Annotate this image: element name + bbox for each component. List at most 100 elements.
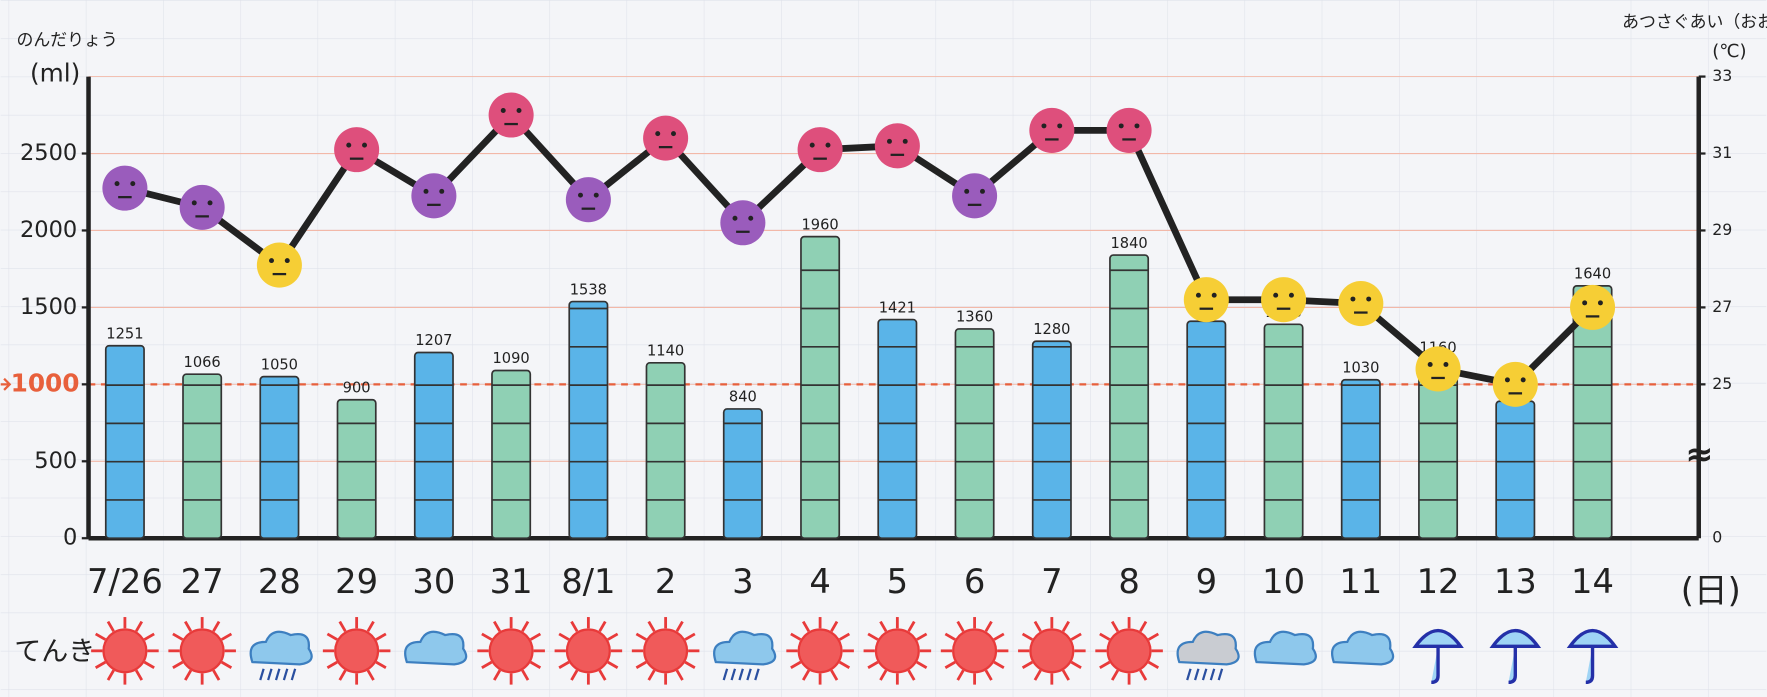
x-axis-unit: (日)	[1681, 571, 1741, 610]
bar	[260, 377, 298, 539]
weather-sun	[644, 629, 687, 672]
face-eye	[1366, 297, 1371, 302]
bar	[492, 370, 530, 538]
bar	[1033, 341, 1071, 538]
temperature-face	[720, 200, 765, 245]
face-eye	[1134, 123, 1139, 128]
value-label: 1360	[956, 309, 993, 326]
face-eye	[887, 139, 892, 144]
bar	[183, 374, 221, 538]
y2-tick-label: 29	[1712, 220, 1732, 239]
weather-sun	[953, 629, 996, 672]
face-eye	[578, 193, 583, 198]
face-eye	[424, 189, 429, 194]
value-label: 1030	[1342, 359, 1379, 376]
x-tick-label: 8	[1118, 562, 1139, 601]
face-eye	[192, 200, 197, 205]
x-tick-label: 2	[655, 562, 676, 601]
value-label: 1421	[879, 299, 916, 316]
x-tick-label: 28	[258, 562, 301, 601]
weather-label: てんき	[14, 637, 95, 668]
temperature-face	[1107, 108, 1152, 153]
face-eye	[826, 143, 831, 148]
temperature-face	[489, 93, 534, 138]
y-tick-label: 0	[63, 525, 77, 551]
value-label: 1050	[261, 356, 298, 373]
x-tick-label: 31	[490, 562, 533, 601]
y2-tick-label: 33	[1712, 66, 1732, 85]
y-tick-label: 500	[34, 448, 77, 474]
bar	[1110, 255, 1148, 538]
value-label: 1538	[570, 281, 607, 298]
bar	[955, 329, 993, 538]
face-eye	[501, 108, 506, 113]
bar	[415, 352, 453, 538]
temperature-face	[952, 173, 997, 218]
y2-axis-unit: (℃)	[1712, 41, 1746, 62]
reference-label: 1000	[11, 368, 80, 397]
face-eye	[1273, 293, 1278, 298]
face-eye	[1598, 300, 1603, 305]
temperature-face	[1029, 108, 1074, 153]
temperature-face	[798, 127, 843, 172]
y-axis-label: のんだりょう	[16, 30, 117, 50]
face-eye	[1521, 377, 1526, 382]
bar	[724, 409, 762, 538]
temperature-face	[411, 173, 456, 218]
bar	[1187, 321, 1225, 538]
bar	[878, 320, 916, 539]
face-eye	[1119, 123, 1124, 128]
y2-tick-label: 31	[1712, 143, 1732, 162]
face-eye	[208, 200, 213, 205]
bar	[569, 302, 607, 539]
x-tick-label: 14	[1571, 562, 1614, 601]
temperature-face	[566, 177, 611, 222]
value-label: 1066	[184, 354, 221, 371]
temperature-face	[180, 185, 225, 230]
face-eye	[1057, 123, 1062, 128]
y-tick-label: 1500	[20, 294, 77, 320]
page: {"chart_data": { "type": "bar_line", "y_…	[0, 0, 1767, 697]
weather-sun	[1030, 629, 1073, 672]
value-label: 1960	[801, 216, 838, 233]
x-tick-label: 9	[1196, 562, 1217, 601]
weather-sun	[1108, 629, 1151, 672]
x-tick-label: 3	[732, 562, 753, 601]
x-tick-label: 5	[887, 562, 908, 601]
face-eye	[655, 131, 660, 136]
x-tick-label: 13	[1494, 562, 1537, 601]
x-tick-label: 8/1	[561, 562, 615, 601]
y2-break-label: 0	[1712, 528, 1722, 547]
face-eye	[362, 143, 367, 148]
value-label: 1140	[647, 343, 684, 360]
x-tick-label: 6	[964, 562, 985, 601]
face-eye	[1443, 362, 1448, 367]
face-eye	[346, 143, 351, 148]
y-tick-label: 2500	[20, 140, 77, 166]
temperature-face	[257, 243, 302, 288]
bar	[106, 346, 144, 539]
temperature-face	[1261, 277, 1306, 322]
chart: のんだりょう (ml) あつさぐあい（おおさ (℃) (日) てんき 05001…	[0, 0, 1767, 697]
face-eye	[269, 258, 274, 263]
face-eye	[1212, 293, 1217, 298]
temperature-face	[102, 166, 147, 211]
face-eye	[1428, 362, 1433, 367]
y2-tick-label: 27	[1712, 297, 1732, 316]
bar	[1264, 324, 1302, 538]
x-tick-label: 11	[1339, 562, 1382, 601]
x-tick-label: 4	[809, 562, 830, 601]
value-label: 1090	[493, 350, 530, 367]
face-eye	[964, 189, 969, 194]
x-tick-label: 7	[1041, 562, 1062, 601]
face-eye	[980, 189, 985, 194]
bar	[1342, 380, 1380, 539]
y2-axis-label: あつさぐあい（おおさ	[1622, 12, 1767, 32]
face-eye	[130, 181, 135, 186]
weather-sun	[335, 629, 378, 672]
bar	[1496, 401, 1534, 538]
bar	[337, 400, 375, 538]
value-label: 1251	[106, 325, 143, 342]
face-eye	[748, 216, 753, 221]
weather-sun	[490, 629, 533, 672]
